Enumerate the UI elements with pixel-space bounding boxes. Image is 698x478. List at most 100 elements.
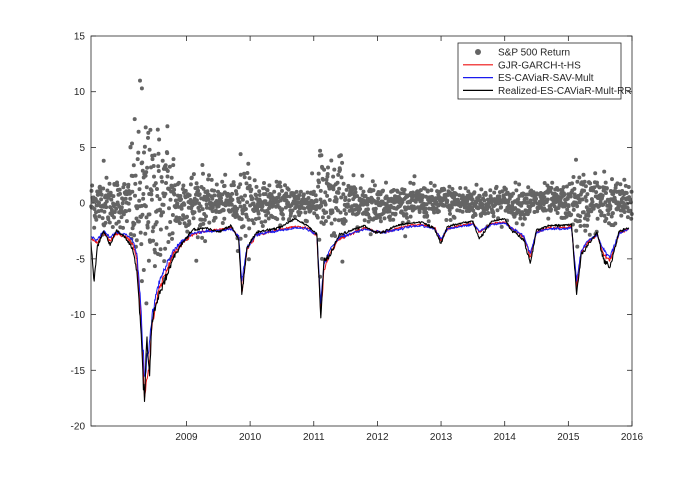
scatter-point [378, 219, 383, 224]
scatter-point [469, 194, 474, 199]
scatter-point [423, 206, 428, 211]
scatter-point [172, 187, 177, 192]
scatter-point [110, 225, 115, 229]
scatter-point [280, 212, 285, 217]
scatter-point [571, 207, 576, 212]
scatter-point [198, 204, 203, 209]
scatter-point [152, 264, 157, 269]
scatter-point [277, 192, 282, 197]
scatter-point [513, 180, 518, 185]
scatter-point [368, 232, 373, 237]
scatter-point [149, 188, 154, 193]
scatter-point [321, 177, 326, 182]
scatter-point [549, 186, 554, 190]
scatter-point [550, 180, 555, 185]
scatter-point [164, 225, 169, 230]
scatter-point [393, 211, 398, 216]
scatter-point [167, 232, 172, 237]
scatter-point [176, 180, 181, 185]
scatter-point [195, 235, 200, 240]
scatter-point [317, 180, 321, 185]
scatter-point [337, 186, 342, 191]
scatter-point [591, 188, 596, 193]
scatter-point [250, 196, 255, 201]
y-tick-label: -20 [71, 422, 86, 433]
scatter-point [313, 193, 318, 198]
scatter-point [130, 141, 134, 146]
scatter-point [182, 202, 187, 207]
scatter-point [204, 205, 209, 210]
scatter-point [144, 170, 149, 175]
scatter-point [499, 205, 504, 210]
scatter-point [241, 224, 246, 229]
scatter-point [566, 204, 571, 209]
scatter-point [521, 200, 526, 205]
scatter-point [318, 197, 323, 202]
scatter-point [97, 214, 102, 219]
scatter-point [570, 181, 574, 186]
scatter-point [343, 219, 348, 223]
scatter-point [155, 194, 160, 198]
scatter-point [417, 210, 422, 214]
scatter-point [296, 196, 301, 201]
scatter-point [107, 220, 112, 225]
scatter-point [257, 189, 262, 194]
scatter-point [629, 189, 634, 194]
scatter-point [603, 180, 608, 185]
scatter-point [595, 216, 600, 221]
scatter-point [152, 153, 157, 158]
scatter-point [411, 181, 416, 186]
scatter-point [165, 124, 170, 129]
scatter-point [147, 212, 152, 217]
scatter-point [287, 217, 292, 222]
scatter-point [111, 194, 116, 199]
scatter-point [333, 234, 338, 238]
scatter-point [583, 184, 588, 189]
scatter-point [117, 187, 122, 192]
scatter-point [185, 214, 189, 219]
scatter-point [336, 172, 341, 177]
scatter-point [103, 220, 108, 225]
scatter-point [355, 194, 360, 198]
scatter-point [205, 189, 210, 194]
scatter-point [121, 212, 126, 217]
scatter-point [324, 210, 329, 215]
scatter-point [527, 208, 532, 212]
scatter-point [373, 206, 378, 211]
scatter-point [308, 208, 313, 213]
scatter-point [588, 181, 593, 186]
scatter-point [586, 213, 591, 218]
scatter-point [99, 197, 104, 202]
scatter-point [267, 183, 272, 188]
scatter-point [564, 184, 569, 189]
scatter-point [256, 211, 261, 216]
y-tick-label: -5 [76, 254, 85, 265]
scatter-point [219, 196, 223, 201]
scatter-point [290, 208, 295, 213]
scatter-point [104, 205, 109, 210]
scatter-point [254, 193, 259, 198]
scatter-point [325, 172, 330, 176]
scatter-point [445, 198, 450, 203]
scatter-point [381, 188, 385, 193]
x-tick-label: 2012 [366, 432, 389, 443]
scatter-point [319, 153, 324, 158]
scatter-point [351, 173, 356, 178]
scatter-point [150, 157, 155, 162]
scatter-point [168, 197, 173, 202]
scatter-point [158, 227, 163, 232]
scatter-point [267, 206, 272, 211]
scatter-point [283, 183, 287, 188]
scatter-point [104, 175, 109, 180]
scatter-point [312, 211, 317, 216]
scatter-point [337, 154, 342, 159]
scatter-point [214, 182, 219, 187]
scatter-point [388, 203, 393, 208]
scatter-point [99, 192, 104, 197]
scatter-point [163, 191, 168, 196]
scatter-point [266, 216, 271, 221]
scatter-point [238, 182, 243, 187]
y-tick-label: 0 [79, 199, 85, 210]
scatter-point [121, 185, 126, 190]
scatter-point [202, 217, 207, 222]
